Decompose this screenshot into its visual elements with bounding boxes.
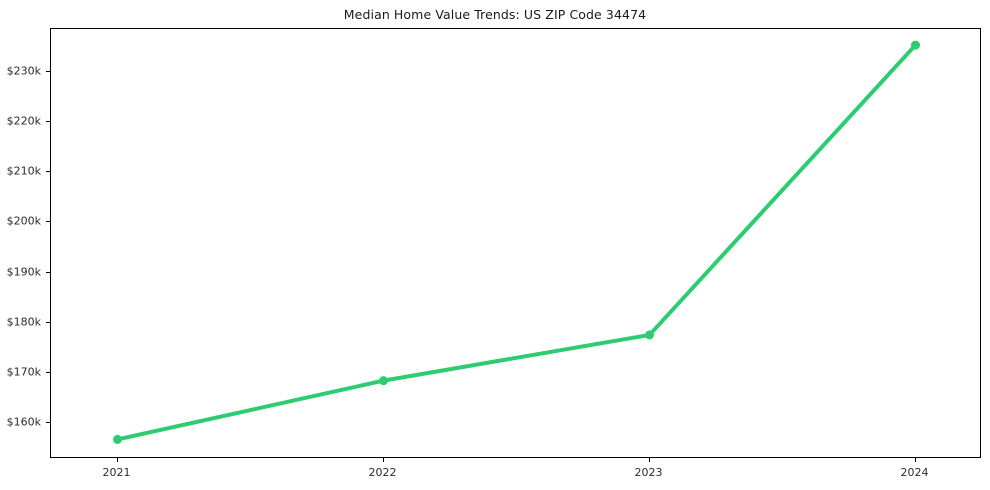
line-chart-svg bbox=[113, 40, 920, 444]
chart-title: Median Home Value Trends: US ZIP Code 34… bbox=[343, 7, 647, 22]
data-point-marker bbox=[911, 40, 920, 50]
y-tick-label: $180k bbox=[6, 315, 41, 329]
x-tick-label: 2022 bbox=[368, 466, 397, 479]
x-tick-label: 2021 bbox=[102, 466, 131, 479]
x-tick-label: 2023 bbox=[634, 466, 663, 479]
series-line-0 bbox=[115, 43, 918, 442]
y-tick-label: $190k bbox=[6, 265, 41, 279]
data-point-marker bbox=[113, 434, 122, 444]
y-tick-label: $230k bbox=[6, 64, 41, 78]
y-tick-label: $220k bbox=[6, 114, 41, 128]
y-tick-label: $210k bbox=[6, 164, 41, 178]
x-tick-label: 2024 bbox=[900, 466, 929, 479]
data-point-marker bbox=[379, 376, 388, 386]
y-tick-label: $200k bbox=[6, 214, 41, 228]
plot-area bbox=[50, 28, 981, 458]
y-tick-label: $160k bbox=[6, 415, 41, 429]
y-tick-label: $170k bbox=[6, 365, 41, 379]
data-point-marker bbox=[645, 330, 654, 340]
